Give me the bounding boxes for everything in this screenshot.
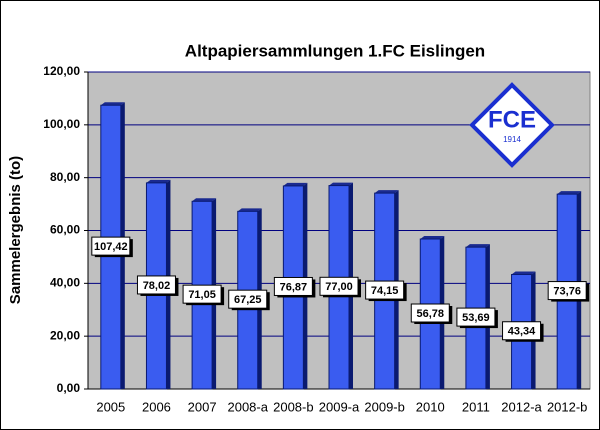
value-label-box: [319, 276, 359, 296]
bar-top: [192, 198, 217, 202]
y-tick-label: 100,00: [43, 117, 80, 131]
y-tick-label: 80,00: [50, 170, 80, 184]
value-label: 77,00: [325, 281, 353, 293]
value-label: 73,76: [553, 285, 581, 297]
x-tick-label: 2011: [462, 399, 490, 414]
value-label-box: [91, 236, 131, 256]
value-label-box: [136, 275, 176, 295]
value-label-box: [273, 276, 313, 296]
x-tick-label: 2010: [416, 399, 445, 414]
bar-top: [283, 182, 308, 186]
x-tick-label: 2008-b: [273, 399, 313, 414]
logo-text: FCE: [488, 106, 536, 133]
value-label: 43,34: [508, 326, 536, 338]
x-tick-label: 2009-b: [364, 399, 404, 414]
bar-top: [374, 190, 399, 194]
value-label: 107,42: [94, 241, 128, 253]
value-label: 78,02: [143, 280, 171, 292]
bar-top: [420, 236, 445, 240]
value-label: 56,78: [417, 308, 445, 320]
bar-top: [237, 208, 262, 212]
y-tick-label: 120,00: [43, 64, 80, 78]
chart-title: Altpapiersammlungen 1.FC Eislingen: [185, 41, 485, 60]
value-label: 76,87: [280, 281, 308, 293]
value-label: 67,25: [234, 294, 262, 306]
x-tick-label: 2005: [96, 399, 125, 414]
logo: FCE 1914: [469, 82, 555, 168]
logo-year: 1914: [503, 135, 521, 144]
bar-top: [146, 179, 171, 183]
value-label-box: [502, 321, 542, 341]
bar-top: [100, 102, 125, 106]
value-label-box: [456, 307, 496, 327]
y-axis-label: Sammelergebnis (to): [7, 156, 24, 304]
x-tick-label: 2008-a: [227, 399, 268, 414]
bar-top: [557, 191, 582, 195]
value-label-box: [365, 280, 405, 300]
x-tick-label: 2012-a: [501, 399, 542, 414]
x-tick-label: 2009-a: [319, 399, 360, 414]
value-label: 74,15: [371, 285, 399, 297]
x-tick-label: 2012-b: [547, 399, 587, 414]
y-tick-label: 40,00: [50, 276, 80, 290]
bar-top: [465, 244, 490, 248]
y-tick-label: 20,00: [50, 328, 80, 342]
x-tick-label: 2006: [142, 399, 171, 414]
y-tick-label: 0,00: [57, 381, 81, 395]
y-tick-label: 60,00: [50, 223, 80, 237]
bar-top: [329, 182, 353, 186]
value-label: 71,05: [188, 289, 216, 301]
value-label-box: [182, 284, 222, 304]
x-tick-label: 2007: [188, 399, 217, 414]
value-label-box: [228, 289, 268, 309]
bar-top: [511, 271, 536, 275]
value-label-box: [410, 303, 450, 323]
logo-diamond: [469, 82, 555, 168]
value-label-box: [547, 281, 587, 301]
value-label: 53,69: [462, 312, 490, 324]
